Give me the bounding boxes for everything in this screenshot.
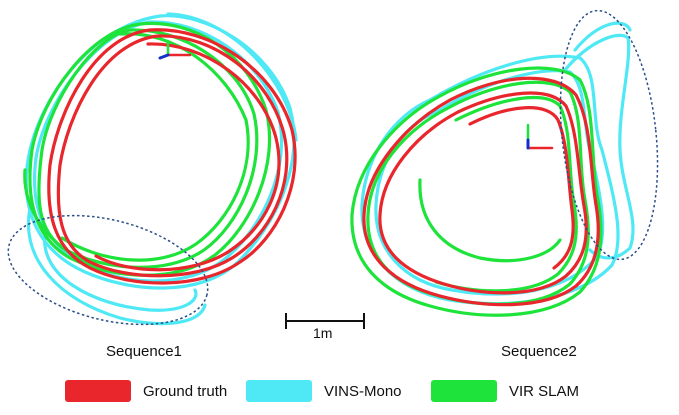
sequence2-label: Sequence2 <box>501 343 577 360</box>
sequence1-trajectories <box>23 12 298 326</box>
legend-label-vins-mono: VINS-Mono <box>324 382 402 400</box>
seq1-start-marker <box>158 40 192 60</box>
sequence2-trajectories <box>350 21 635 317</box>
seq1-highlight-ellipse <box>7 214 209 326</box>
legend-swatch-ground-truth <box>65 380 131 402</box>
legend-item-vir-slam: VIR SLAM <box>431 377 579 405</box>
legend-item-ground-truth: Ground truth <box>65 377 227 405</box>
scale-bar-label: 1m <box>313 325 333 341</box>
legend-label-vir-slam: VIR SLAM <box>509 382 580 400</box>
sequence1-label: Sequence1 <box>106 343 182 360</box>
seq2-start-marker <box>526 123 554 150</box>
legend-swatch-vins-mono <box>246 380 312 402</box>
seq2-highlight-ellipse <box>559 9 659 261</box>
legend-label-ground-truth: Ground truth <box>143 382 228 400</box>
legend-swatch-vir-slam <box>431 380 497 402</box>
scale-bar <box>285 313 365 329</box>
legend-item-vins-mono: VINS-Mono <box>246 377 402 405</box>
legend: Ground truth VINS-Mono VIR SLAM <box>0 377 679 405</box>
seq1-ground-truth-track <box>47 28 297 285</box>
seq2-vir-slam-track <box>350 66 603 317</box>
seq2-ground-truth-track <box>362 76 600 307</box>
